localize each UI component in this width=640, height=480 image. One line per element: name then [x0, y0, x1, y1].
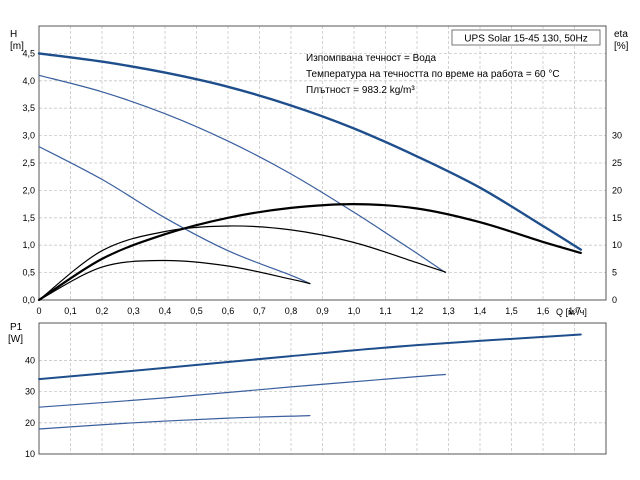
x-tick-label: 0,4: [159, 306, 172, 316]
y-tick-label: 1,0: [22, 240, 35, 250]
head-plot-frame: [38, 25, 607, 301]
y2-axis-label-eta: eta: [614, 29, 628, 40]
power-grid: [39, 323, 606, 455]
annotation-density: Плътност = 983.2 kg/m³: [306, 85, 415, 96]
y-tick-label: 3,5: [22, 103, 35, 113]
y2-tick-label: 5: [612, 268, 617, 278]
power-plot-frame: [38, 322, 607, 455]
p1-tick-label: 10: [25, 449, 35, 459]
x-tick-label: 1,4: [474, 306, 487, 316]
p1-tick-label: 40: [25, 355, 35, 365]
x-tick-label: 1,2: [411, 306, 424, 316]
chart-title: UPS Solar 15-45 130, 50Hz: [464, 34, 587, 45]
head-curve-2: [38, 74, 446, 274]
y-tick-label: 0,0: [22, 295, 35, 305]
y2-tick-label: 20: [612, 185, 622, 195]
y2-tick-label: 0: [612, 295, 617, 305]
x-tick-label: 1,3: [442, 306, 455, 316]
head-curve-1: [37, 52, 582, 251]
y-tick-label: 0,5: [22, 268, 35, 278]
p1-tick-label: 30: [25, 387, 35, 397]
y2-axis-unit-eta: [%]: [614, 41, 629, 52]
x-tick-label: 0,2: [96, 306, 109, 316]
y-axis-unit-p1: [W]: [8, 334, 23, 345]
x-tick-label: 0,6: [222, 306, 235, 316]
power-curve-3: [38, 415, 311, 430]
title-box: [451, 29, 601, 46]
x-tick-label: 0,8: [285, 306, 298, 316]
p1-tick-label: 20: [25, 418, 35, 428]
y2-tick-label: 15: [612, 213, 622, 223]
y-tick-label: 1,5: [22, 213, 35, 223]
x-tick-label: 0,5: [190, 306, 203, 316]
efficiency-curve-1: [37, 202, 582, 302]
x-tick-label: 0,9: [316, 306, 329, 316]
efficiency-curve-2: [38, 225, 446, 301]
power-curve-1: [38, 333, 582, 381]
y-tick-label: 4,0: [22, 76, 35, 86]
y-axis-label-p1: P1: [10, 322, 23, 333]
y2-tick-label: 30: [612, 131, 622, 141]
y-tick-label: 2,0: [22, 185, 35, 195]
y-axis-unit-h: [m]: [10, 41, 24, 52]
head-curve-3: [38, 146, 311, 285]
y-tick-label: 4,5: [22, 48, 35, 58]
x-tick-label: 1,7: [568, 306, 581, 316]
x-tick-label: 1,1: [379, 306, 392, 316]
x-tick-label: 0,7: [253, 306, 266, 316]
y2-tick-label: 10: [612, 240, 622, 250]
tick-labels: 0 0,1 0,2 0,3 0,4 0,5 0,6 0,7 0,8 0,9 1,0 1,1 1,2 1,3…: [22, 48, 622, 459]
power-curve-2: [38, 373, 446, 408]
x-axis-label: Q [м³/ч]: [556, 307, 587, 317]
x-tick-label: 1,5: [505, 306, 518, 316]
annotation-temperature: Температура на течността по време на раб…: [306, 68, 560, 80]
x-tick-label: 0,3: [127, 306, 140, 316]
x-tick-label: 0,1: [64, 306, 77, 316]
y2-tick-label: 25: [612, 158, 622, 168]
x-tick-label: 1,6: [537, 306, 550, 316]
y-tick-label: 3,0: [22, 131, 35, 141]
annotation-fluid: Изпомпвана течност = Вода: [306, 53, 436, 64]
y-axis-label-h: H: [10, 29, 17, 40]
x-tick-label: 0: [36, 306, 41, 316]
x-tick-label: 1,0: [348, 306, 361, 316]
curves: [37, 52, 582, 430]
efficiency-curve-3: [38, 259, 311, 301]
y-tick-label: 2,5: [22, 158, 35, 168]
head-grid: [39, 26, 606, 300]
